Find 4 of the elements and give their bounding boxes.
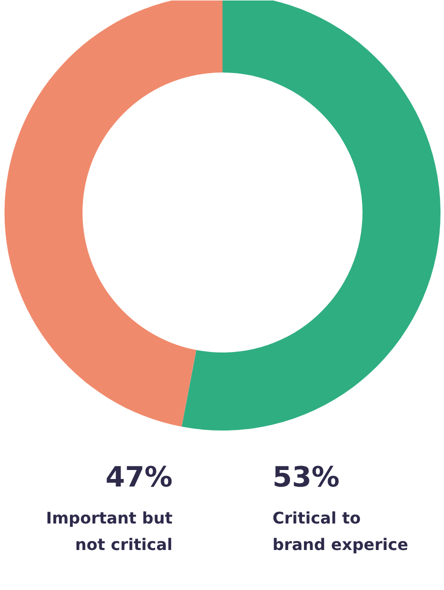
slice-label: Important but not critical: [46, 508, 173, 554]
slice-label: Critical to brand experice: [272, 508, 408, 554]
data-label: 47%: [105, 460, 173, 494]
data-label: 53%: [272, 460, 340, 494]
